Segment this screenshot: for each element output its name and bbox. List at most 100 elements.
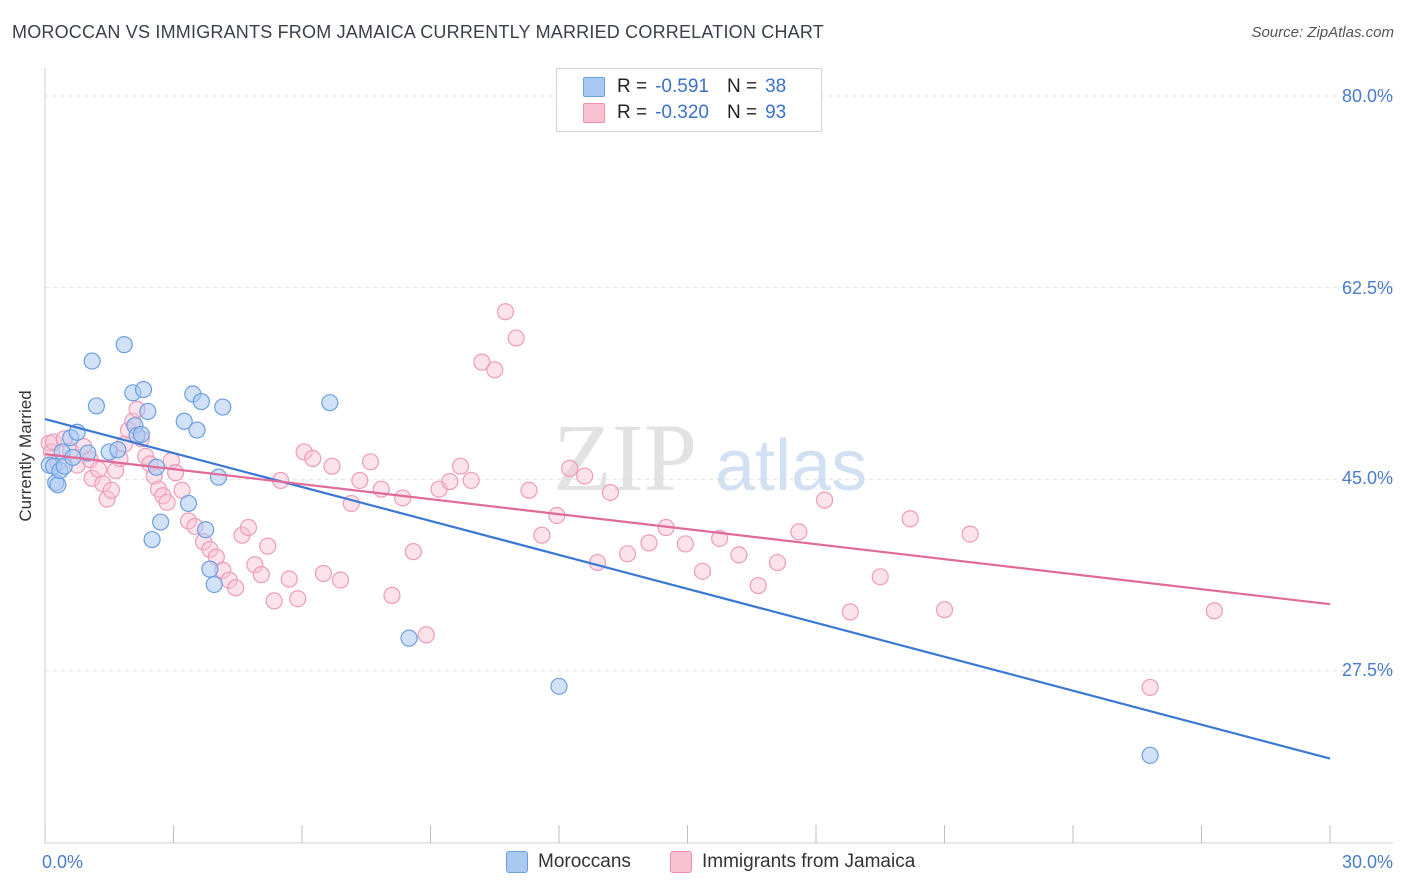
point-jamaica xyxy=(239,518,258,537)
trend-lines xyxy=(44,418,1331,760)
legend-n-label: N = xyxy=(726,102,758,123)
point-jamaica xyxy=(935,601,954,619)
point-moroccans xyxy=(209,468,228,486)
series-swatch-jamaica xyxy=(670,851,692,873)
point-moroccans xyxy=(188,421,206,439)
point-moroccans xyxy=(400,629,418,647)
point-jamaica xyxy=(640,534,658,552)
series-legend: Moroccans Immigrants from Jamaica xyxy=(0,851,1406,877)
y-tick-label: 45.0% xyxy=(1341,468,1393,488)
point-moroccans xyxy=(197,521,215,539)
series-legend-moroccans: Moroccans xyxy=(506,851,631,873)
point-jamaica xyxy=(815,491,834,509)
point-jamaica xyxy=(1141,678,1159,697)
point-jamaica xyxy=(676,535,694,553)
source-label: Source: ZipAtlas.com xyxy=(1251,24,1394,41)
point-jamaica xyxy=(486,361,504,379)
point-jamaica xyxy=(314,564,333,583)
point-moroccans xyxy=(192,392,210,411)
point-jamaica xyxy=(167,464,185,482)
point-jamaica xyxy=(323,457,341,475)
point-moroccans xyxy=(214,398,232,416)
point-moroccans xyxy=(109,441,127,459)
point-jamaica xyxy=(441,472,459,491)
point-jamaica xyxy=(295,443,313,461)
point-moroccans xyxy=(1141,746,1159,764)
point-jamaica xyxy=(507,329,525,347)
point-jamaica xyxy=(749,576,767,595)
trend-line-jamaica xyxy=(44,453,1331,606)
point-jamaica xyxy=(520,481,538,499)
point-moroccans xyxy=(87,397,106,415)
legend-r-value-jamaica: -0.320 xyxy=(655,102,709,123)
legend-r-label: R = xyxy=(617,102,648,123)
point-jamaica xyxy=(841,603,859,621)
point-jamaica xyxy=(871,568,889,586)
series-legend-jamaica: Immigrants from Jamaica xyxy=(670,851,915,873)
point-moroccans xyxy=(83,352,101,370)
point-jamaica xyxy=(496,303,515,321)
point-jamaica xyxy=(576,467,594,485)
point-jamaica xyxy=(730,546,748,564)
legend-swatch-jamaica xyxy=(583,103,605,123)
point-moroccans xyxy=(115,336,133,354)
point-jamaica xyxy=(790,523,808,541)
point-moroccans xyxy=(201,560,219,578)
y-tick-label: 27.5% xyxy=(1341,660,1393,680)
legend-n-label: N = xyxy=(726,76,758,97)
point-jamaica xyxy=(383,586,401,605)
point-jamaica xyxy=(331,571,350,589)
point-jamaica xyxy=(83,469,101,487)
chart-title: MOROCCAN VS IMMIGRANTS FROM JAMAICA CURR… xyxy=(12,22,824,42)
point-jamaica xyxy=(259,537,277,555)
point-jamaica xyxy=(451,457,470,475)
point-jamaica xyxy=(462,471,480,490)
point-moroccans xyxy=(134,380,153,399)
legend-r-value-moroccans: -0.591 xyxy=(655,76,709,97)
legend-n-value-moroccans: 38 xyxy=(765,76,787,97)
point-jamaica xyxy=(351,471,369,490)
point-jamaica xyxy=(533,526,551,544)
point-moroccans xyxy=(139,402,157,421)
point-jamaica xyxy=(102,481,120,499)
point-moroccans xyxy=(550,677,568,695)
point-jamaica xyxy=(280,570,298,588)
legend-swatch-moroccans xyxy=(583,77,605,97)
point-moroccans xyxy=(179,494,198,513)
point-jamaica xyxy=(361,453,380,471)
legend-n-value-jamaica: 93 xyxy=(765,102,787,123)
point-jamaica xyxy=(246,556,264,574)
data-points xyxy=(40,303,1223,764)
gridlines xyxy=(45,95,1393,672)
point-jamaica xyxy=(561,459,579,477)
point-moroccans xyxy=(132,425,150,444)
point-jamaica xyxy=(768,553,787,572)
series-label-jamaica: Immigrants from Jamaica xyxy=(702,851,916,872)
series-label-moroccans: Moroccans xyxy=(538,851,631,872)
point-moroccans xyxy=(79,444,97,462)
point-moroccans xyxy=(205,575,223,594)
series-swatch-moroccans xyxy=(506,851,528,873)
point-jamaica xyxy=(265,592,283,610)
point-jamaica xyxy=(618,545,637,563)
legend-row-moroccans: R = -0.591 N = 38 xyxy=(583,74,786,100)
point-jamaica xyxy=(252,566,270,584)
legend-row-jamaica: R = -0.320 N = 93 xyxy=(583,100,786,126)
axes xyxy=(44,68,1393,844)
point-jamaica xyxy=(961,525,979,543)
point-jamaica xyxy=(158,493,176,511)
point-jamaica xyxy=(304,449,322,468)
legend-r-label: R = xyxy=(617,76,648,97)
watermark-atlas: atlas xyxy=(715,426,867,506)
point-jamaica xyxy=(89,460,108,479)
y-tick-label: 62.5% xyxy=(1341,278,1393,298)
point-moroccans xyxy=(175,412,193,430)
point-jamaica xyxy=(394,489,412,507)
point-jamaica xyxy=(227,579,245,597)
x-tick-label-max: 30.0% xyxy=(1341,852,1393,872)
point-jamaica xyxy=(901,510,919,528)
y-tick-label: 80.0% xyxy=(1341,86,1393,106)
point-jamaica xyxy=(473,353,491,371)
x-tick-label-min: 0.0% xyxy=(42,852,84,872)
